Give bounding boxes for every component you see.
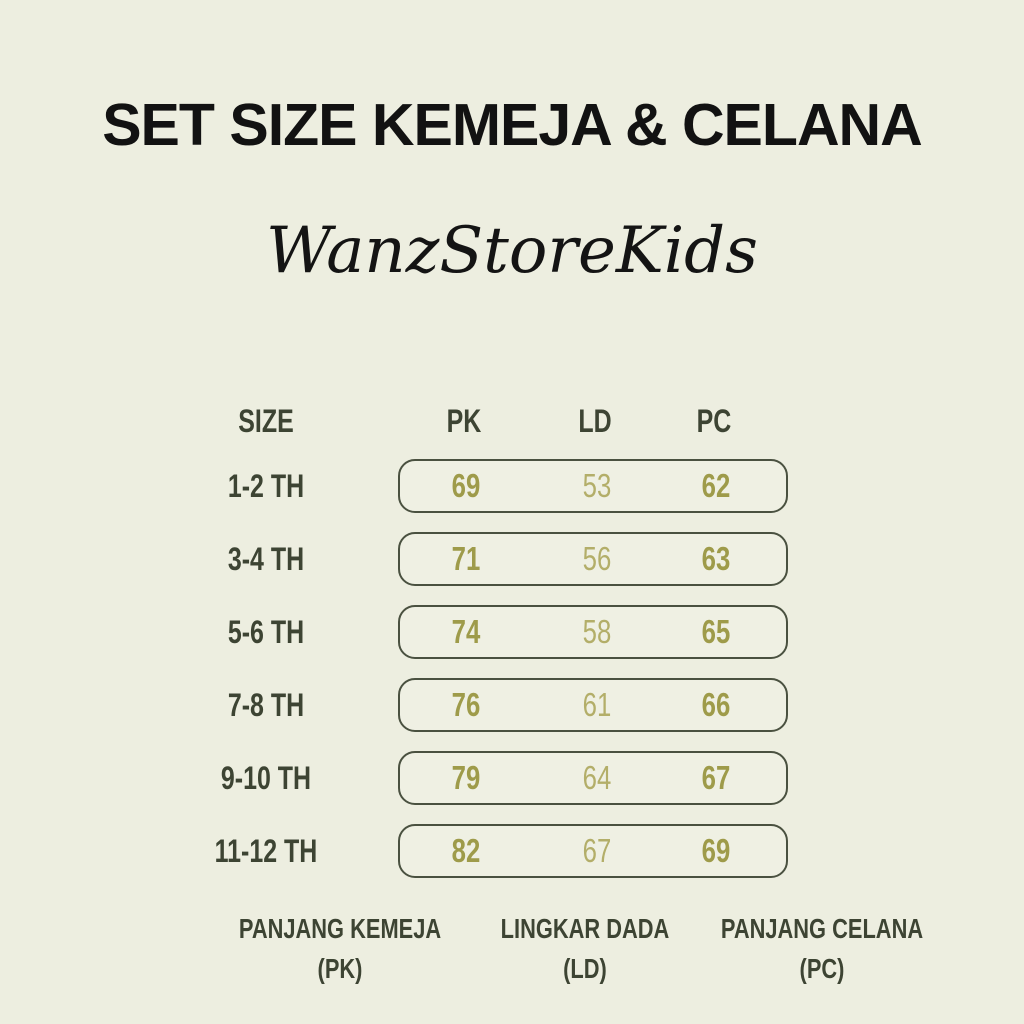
legend-pk-name: PANJANG KEMEJA	[238, 913, 442, 944]
value-pk: 79	[451, 759, 481, 796]
value-pk: 71	[451, 540, 481, 577]
value-pk: 74	[451, 613, 481, 650]
value-ld: 58	[582, 613, 612, 650]
value-pc: 65	[701, 613, 731, 650]
value-pc: 63	[701, 540, 731, 577]
legend-pk-abbr: (PK)	[317, 953, 363, 984]
legend-ld: LINGKAR DADA (LD)	[455, 913, 715, 985]
value-pk: 76	[451, 686, 481, 723]
value-pc: 67	[701, 759, 731, 796]
legend-ld-abbr: (LD)	[563, 953, 607, 984]
page-title: SET SIZE KEMEJA & CELANA	[102, 92, 923, 158]
row-values-box: 71 56 63	[398, 532, 788, 586]
row-values-box: 76 61 66	[398, 678, 788, 732]
row-size-label: 1-2 TH	[227, 468, 305, 504]
value-pk: 69	[451, 467, 481, 504]
column-header-ld: LD	[578, 403, 612, 439]
legend-ld-name: LINGKAR DADA	[500, 913, 670, 944]
column-header-size: SIZE	[238, 403, 294, 439]
value-ld: 56	[582, 540, 612, 577]
value-ld: 61	[582, 686, 612, 723]
value-pk: 82	[451, 832, 481, 869]
column-header-pk: PK	[446, 403, 482, 439]
value-ld: 67	[582, 832, 612, 869]
value-pc: 62	[701, 467, 731, 504]
value-pc: 69	[701, 832, 731, 869]
brand-name: WanzStoreKids	[266, 214, 758, 288]
legend-pc-abbr: (PC)	[799, 953, 845, 984]
row-values-box: 79 64 67	[398, 751, 788, 805]
row-size-label: 3-4 TH	[227, 541, 305, 577]
value-ld: 64	[582, 759, 612, 796]
legend-pc: PANJANG CELANA (PC)	[692, 913, 952, 985]
row-values-box: 74 58 65	[398, 605, 788, 659]
row-size-label: 9-10 TH	[220, 760, 312, 796]
legend-pk: PANJANG KEMEJA (PK)	[210, 913, 470, 985]
row-values-box: 69 53 62	[398, 459, 788, 513]
value-pc: 66	[701, 686, 731, 723]
legend-pc-name: PANJANG CELANA	[720, 913, 924, 944]
value-ld: 53	[582, 467, 612, 504]
column-header-pc: PC	[696, 403, 732, 439]
row-size-label: 11-12 TH	[214, 833, 318, 869]
row-size-label: 7-8 TH	[227, 687, 305, 723]
row-values-box: 82 67 69	[398, 824, 788, 878]
row-size-label: 5-6 TH	[227, 614, 305, 650]
